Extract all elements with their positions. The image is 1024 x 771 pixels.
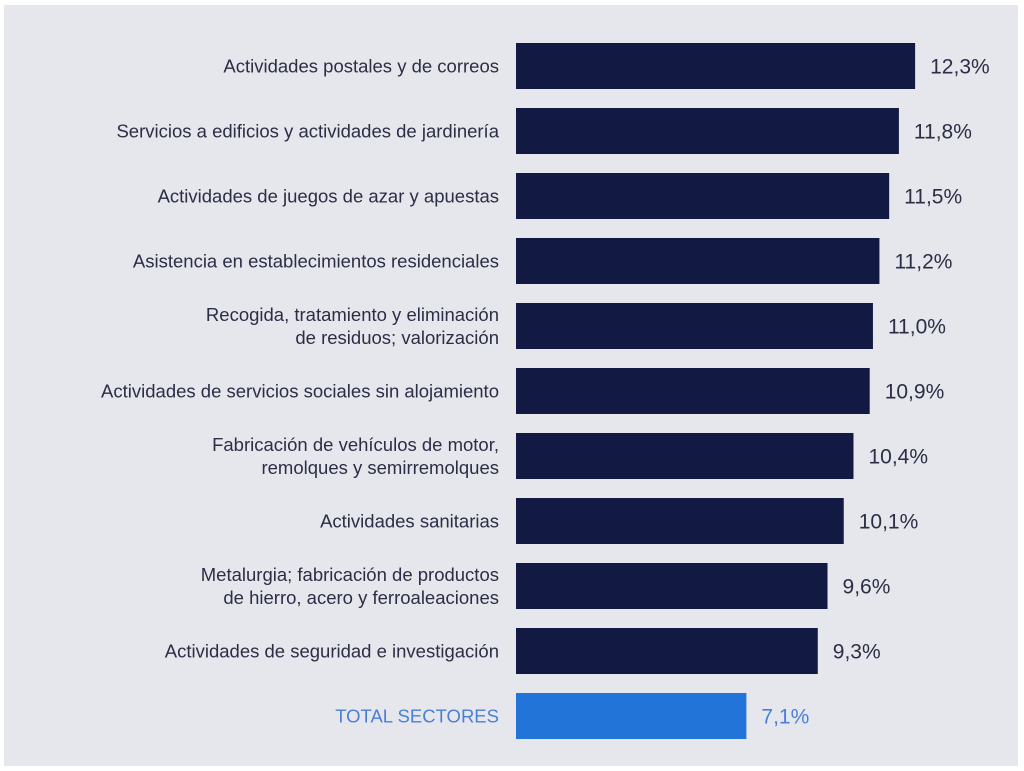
bar bbox=[516, 108, 899, 154]
bar bbox=[516, 563, 828, 609]
bar bbox=[516, 303, 873, 349]
category-label: TOTAL SECTORES bbox=[335, 706, 499, 727]
category-label: Actividades de juegos de azar y apuestas bbox=[158, 186, 499, 207]
value-label: 7,1% bbox=[761, 706, 809, 729]
value-label: 9,6% bbox=[843, 576, 891, 599]
value-label: 11,2% bbox=[894, 251, 952, 274]
category-label: de residuos; valorización bbox=[295, 327, 499, 348]
bar-total bbox=[516, 693, 747, 739]
category-label: Actividades postales y de correos bbox=[223, 56, 499, 77]
category-label: Actividades de seguridad e investigación bbox=[165, 641, 499, 662]
value-label: 10,1% bbox=[859, 511, 919, 534]
category-label: remolques y semirremolques bbox=[261, 457, 499, 478]
category-label: Fabricación de vehículos de motor, bbox=[212, 434, 499, 455]
value-label: 9,3% bbox=[833, 641, 881, 664]
bar bbox=[516, 498, 844, 544]
category-label: Recogida, tratamiento y eliminación bbox=[206, 304, 499, 325]
bar bbox=[516, 238, 880, 284]
bar bbox=[516, 173, 890, 219]
value-label: 11,8% bbox=[914, 121, 972, 144]
category-label: Asistencia en establecimientos residenci… bbox=[133, 251, 499, 272]
value-label: 12,3% bbox=[930, 56, 990, 79]
category-label: Metalurgia; fabricación de productos bbox=[201, 564, 499, 585]
bar bbox=[516, 433, 854, 479]
category-label: de hierro, acero y ferroaleaciones bbox=[223, 587, 499, 608]
category-label: Servicios a edificios y actividades de j… bbox=[116, 121, 499, 142]
bar bbox=[516, 43, 916, 89]
value-label: 10,4% bbox=[868, 446, 928, 469]
bar bbox=[516, 368, 870, 414]
category-label: Actividades de servicios sociales sin al… bbox=[101, 381, 499, 402]
value-label: 10,9% bbox=[885, 381, 945, 404]
category-label: Actividades sanitarias bbox=[320, 511, 499, 532]
value-label: 11,5% bbox=[904, 186, 962, 209]
bar bbox=[516, 628, 818, 674]
value-label: 11,0% bbox=[888, 316, 946, 339]
